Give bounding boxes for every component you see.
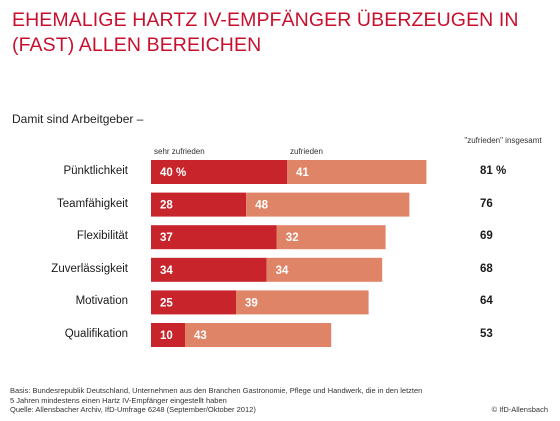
bar-very-satisfied-qualifikation xyxy=(151,323,185,347)
bar-very-satisfied-motivation xyxy=(151,290,236,315)
bar-label-very-satisfied-zuverl-ssigkeit: 34 xyxy=(160,265,173,277)
total-value-p-nktlichkeit: 81 % xyxy=(480,165,507,177)
bar-satisfied-qualifikation xyxy=(185,323,332,347)
bar-label-very-satisfied-motivation: 25 xyxy=(160,297,173,309)
category-label-qualifikation: Qualifikation xyxy=(64,328,128,340)
total-column-header: "zufrieden" insgesamt xyxy=(464,136,542,145)
category-label-p-nktlichkeit: Pünktlichkeit xyxy=(63,165,128,177)
bar-label-satisfied-zuverl-ssigkeit: 34 xyxy=(276,265,289,277)
bar-very-satisfied-teamf-higkeit xyxy=(151,192,247,217)
bar-label-satisfied-p-nktlichkeit: 41 xyxy=(296,167,309,179)
footer-note-line1: Basis: Bundesrepublik Deutschland, Unter… xyxy=(10,386,423,395)
bar-label-very-satisfied-teamf-higkeit: 28 xyxy=(160,200,173,212)
footer-note-line2: 5 Jahren mindestens einen Hartz IV-Empfä… xyxy=(10,395,227,405)
category-label-motivation: Motivation xyxy=(75,295,128,308)
bar-satisfied-teamf-higkeit xyxy=(246,192,410,217)
category-label-flexibilit-t: Flexibilität xyxy=(76,230,128,243)
category-label-teamf-higkeit: Teamfähigkeit xyxy=(57,197,128,210)
total-value-zuverl-ssigkeit: 68 xyxy=(480,262,493,275)
bar-very-satisfied-flexibilit-t xyxy=(151,225,277,250)
total-value-motivation: 64 xyxy=(480,295,493,308)
bar-satisfied-motivation xyxy=(236,290,369,315)
category-label-zuverl-ssigkeit: Zuverlässigkeit xyxy=(51,262,128,275)
bar-label-very-satisfied-flexibilit-t: 37 xyxy=(160,232,173,244)
bar-label-satisfied-flexibilit-t: 32 xyxy=(286,232,299,244)
footer-source: Quelle: Allensbacher Archiv, IfD-Umfrage… xyxy=(10,405,256,415)
bar-label-satisfied-qualifikation: 43 xyxy=(194,330,207,342)
bar-very-satisfied-zuverl-ssigkeit xyxy=(151,257,267,282)
copyright: © IfD-Allensbach xyxy=(491,405,548,414)
total-value-qualifikation: 53 xyxy=(480,328,493,340)
chart-subtitle: Damit sind Arbeitgeber – xyxy=(12,112,144,126)
bar-label-satisfied-motivation: 39 xyxy=(245,297,258,309)
chart-footer: Basis: Bundesrepublik Deutschland, Unter… xyxy=(10,386,470,415)
bar-label-very-satisfied-qualifikation: 10 xyxy=(160,330,173,342)
bar-satisfied-flexibilit-t xyxy=(276,225,386,250)
total-value-teamf-higkeit: 76 xyxy=(480,197,493,210)
bar-label-satisfied-teamf-higkeit: 48 xyxy=(255,200,268,212)
page-title: EHEMALIGE HARTZ IV-EMPFÄNGER ÜBERZEUGEN … xyxy=(12,9,519,56)
bar-satisfied-zuverl-ssigkeit xyxy=(266,257,383,282)
legend-satisfied: zufrieden xyxy=(290,147,323,156)
bar-label-very-satisfied-p-nktlichkeit: 40 % xyxy=(160,167,186,179)
bar-satisfied-p-nktlichkeit xyxy=(287,160,427,184)
total-value-flexibilit-t: 69 xyxy=(480,230,493,243)
bar-very-satisfied-p-nktlichkeit xyxy=(151,160,287,184)
legend-very-satisfied: sehr zufrieden xyxy=(154,147,205,156)
